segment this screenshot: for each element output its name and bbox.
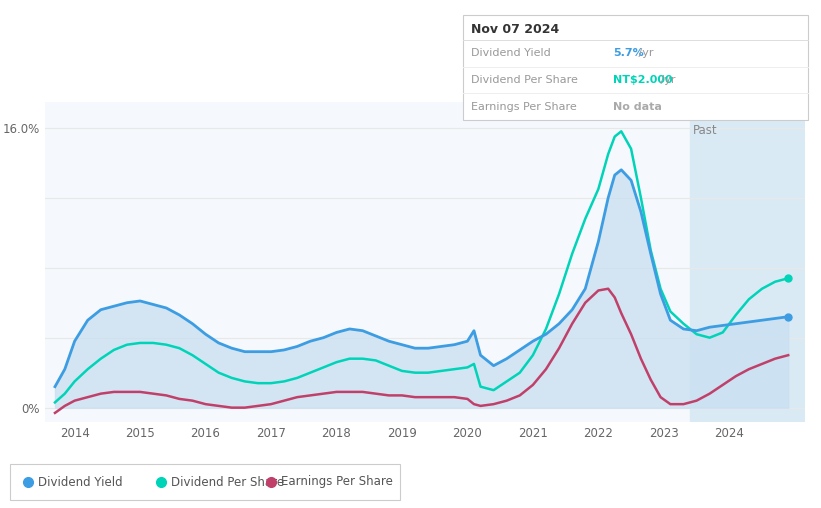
Text: /yr: /yr [635,48,654,58]
FancyBboxPatch shape [463,15,808,120]
Text: Earnings Per Share: Earnings Per Share [471,102,576,112]
Text: 5.7%: 5.7% [613,48,644,58]
Text: Nov 07 2024: Nov 07 2024 [471,23,559,36]
Text: No data: No data [613,102,662,112]
Text: Dividend Yield: Dividend Yield [38,475,122,489]
Text: Dividend Per Share: Dividend Per Share [471,75,578,85]
Text: Earnings Per Share: Earnings Per Share [281,475,393,489]
Text: Past: Past [693,124,718,137]
Text: /yr: /yr [657,75,676,85]
Bar [690,102,805,422]
Text: Dividend Per Share: Dividend Per Share [171,475,284,489]
Text: NT$2.000: NT$2.000 [613,75,672,85]
Text: Dividend Yield: Dividend Yield [471,48,551,58]
FancyBboxPatch shape [10,464,400,500]
